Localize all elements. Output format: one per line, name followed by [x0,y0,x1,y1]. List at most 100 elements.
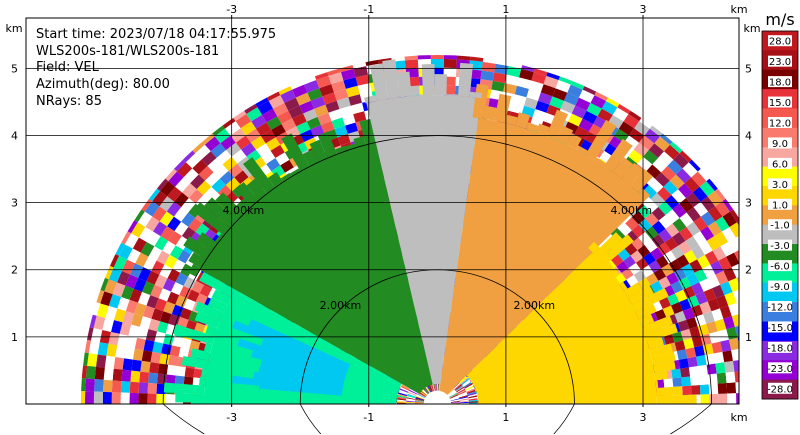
noise-gate [652,157,668,173]
y-unit-right: km [743,22,760,35]
noise-gate [686,272,700,286]
noise-gate [645,226,659,240]
noise-gate [662,305,675,318]
noise-gate [437,381,439,391]
noise-gate [292,113,307,127]
noise-gate [540,84,556,97]
noise-gate [406,399,415,402]
noise-gate [695,291,708,305]
noise-gate [148,246,163,261]
noise-gate [685,235,700,250]
noise-gate [666,272,679,285]
velocity-edge [258,385,261,393]
noise-gate [658,214,673,229]
noise-gate [102,391,112,404]
noise-gate [196,180,212,196]
noise-gate [714,318,727,332]
noise-gate [260,129,276,144]
noise-gate [111,392,121,404]
noise-gate [670,280,684,294]
noise-gate [694,345,705,357]
noise-gate [700,394,710,404]
noise-gate [124,347,135,360]
noise-gate [552,88,568,101]
noise-gate [113,308,126,323]
noise-gate [310,124,325,138]
noise-gate [406,397,416,400]
noise-gate [225,142,242,157]
velocity-edge [280,172,292,182]
noise-gate [707,274,721,289]
noise-gate [468,398,478,401]
noise-gate [655,172,670,187]
noise-gate [638,277,651,290]
noise-gate [160,181,176,197]
noise-gate [125,299,138,314]
velocity-edge [260,359,265,367]
y-tick-label-left: 2 [11,264,18,277]
noise-gate [183,276,196,290]
range-ring-layer: 2.00km 2.00km 4.00km 4.00km [162,135,712,435]
colorbar-label: 28.0 [769,37,791,48]
noise-gate [353,66,369,78]
noise-gate [340,68,356,81]
noise-gate [328,72,344,85]
velocity-edge [623,282,643,298]
noise-gate [435,381,437,391]
noise-gate [127,248,141,264]
colorbar-label: -23.0 [767,364,793,375]
noise-gate [468,401,478,403]
colorbar-label-bg [768,301,792,312]
x-tick-label-top: -3 [226,3,237,16]
noise-gate [535,100,550,113]
noise-gate [704,250,719,265]
noise-gate [601,101,618,115]
noise-gate [145,216,160,232]
noise-gate [270,144,285,159]
velocity-edge [635,303,657,320]
noise-gate [691,335,703,348]
noise-gate [399,388,409,393]
noise-gate [397,395,407,399]
range-ring [162,135,712,405]
noise-gate [466,389,476,394]
y-tick-label-left: 3 [11,197,18,210]
colorbar: m/s 28.0 23.0 18.0 15.0 12.0 9.0 6.0 3.0 1.0 -1.0… [761,10,799,400]
noise-gate [417,55,431,60]
info-line-nrays: NRays: 85 [36,94,102,109]
noise-gate [608,114,624,129]
colorbar-label: 23.0 [769,57,791,68]
colorbar-label: 18.0 [769,78,791,89]
noise-gate [450,396,459,401]
velocity-edge [637,187,651,200]
velocity-edge [188,263,201,277]
noise-gate [447,389,455,396]
range-ring [299,269,575,405]
noise-gate [657,186,672,201]
noise-gate [450,400,460,403]
noise-gate [663,250,677,264]
noise-gate [103,367,114,381]
noise-gate [447,388,455,395]
noise-gate [658,276,671,289]
colorbar-label: 1.0 [772,200,788,211]
noise-gate [138,267,152,282]
x-tick-label-bottom: -3 [226,411,237,424]
noise-gate [743,370,753,382]
noise-gate [185,153,202,169]
noise-gate [175,235,190,250]
velocity-edge [192,202,231,236]
velocity-edge [317,131,337,158]
noise-gate [716,295,729,309]
noise-gate [408,389,418,395]
noise-gate [210,143,226,158]
noise-gate [280,159,294,173]
noise-gate [130,263,144,278]
info-line-azimuth: Azimuth(deg): 80.00 [36,77,170,92]
noise-gate [213,164,229,179]
noise-gate [288,105,304,119]
noise-gate [468,399,478,402]
noise-gate [344,122,358,134]
noise-gate [642,185,658,199]
noise-gate [734,324,739,338]
